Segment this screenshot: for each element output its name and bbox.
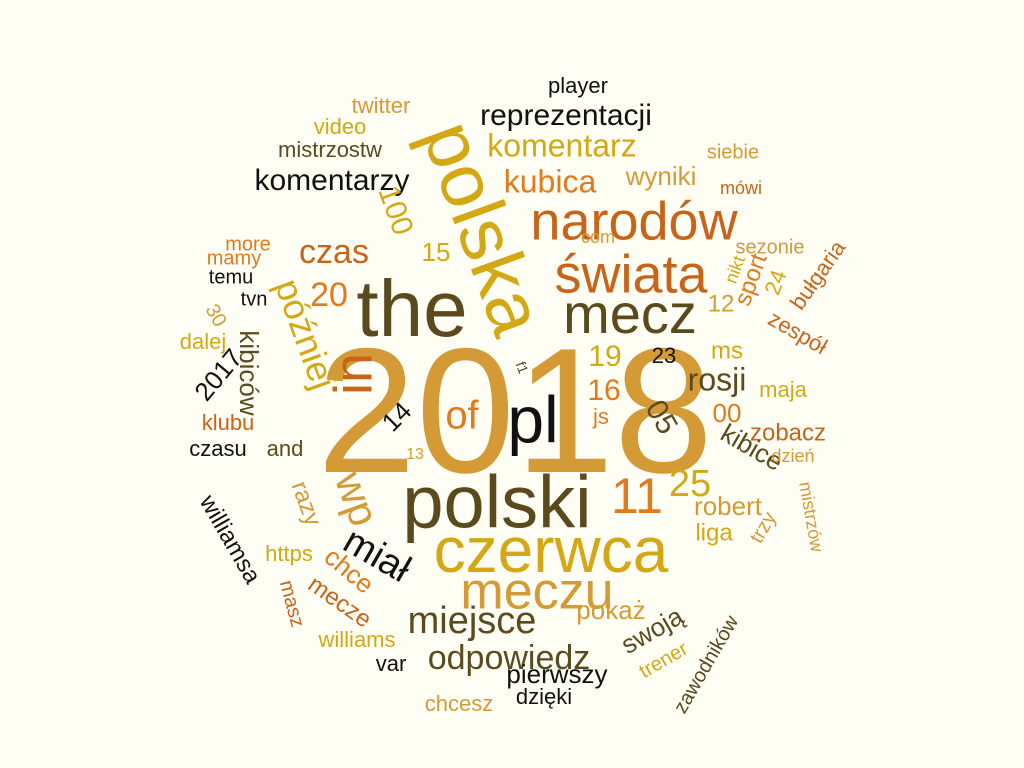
cloud-word: ms [711,337,743,364]
cloud-word: twitter [352,93,411,118]
cloud-word: miejsce [408,600,537,642]
cloud-word: and [267,436,304,461]
cloud-word: com [581,227,615,247]
cloud-word: pierwszy [506,659,607,689]
cloud-word: dzień [771,446,814,466]
cloud-word: 25 [669,463,711,505]
cloud-word: zobacz [750,419,826,446]
cloud-word: klubu [202,410,255,435]
cloud-word: more [225,233,271,255]
cloud-word: tvn [241,288,268,310]
cloud-word: meczu [460,563,613,621]
cloud-word: narodów [530,191,738,251]
cloud-word: reprezentacji [480,99,652,132]
cloud-word: 30 [201,301,231,331]
cloud-word: 15 [422,237,451,267]
cloud-word: dalej [180,329,226,354]
cloud-word: odpowiedz [428,639,591,677]
cloud-word: czasu [189,436,246,461]
cloud-word: of [445,394,479,438]
cloud-word: 23 [652,343,676,368]
cloud-word: robert [694,491,763,521]
cloud-word: in [323,353,383,395]
cloud-word: siebie [707,141,759,163]
cloud-word: kibiców [234,330,264,415]
cloud-word: chcesz [425,691,493,716]
cloud-word: 16 [587,374,620,407]
cloud-word: video [314,114,367,139]
cloud-word: williams [318,627,396,652]
cloud-word: dzięki [516,684,572,709]
cloud-word: sezonie [736,236,805,258]
cloud-word: mistrzostw [278,137,382,162]
cloud-word: rosji [688,361,747,397]
cloud-word: liga [695,519,733,546]
cloud-word: https [265,541,313,566]
cloud-word: 2018 [317,311,713,510]
cloud-word: f1 [513,359,532,376]
cloud-word: mistrzów [795,480,827,554]
cloud-word: var [376,651,407,676]
cloud-word: mecz [563,282,697,345]
cloud-word: wyniki [625,161,697,191]
cloud-word: williamsa [193,490,266,589]
cloud-word: 100 [371,181,419,239]
cloud-word: czas [299,233,369,271]
cloud-word: pl [507,382,558,456]
cloud-word: kubica [504,163,597,199]
cloud-word: player [548,73,608,98]
cloud-word: js [592,404,609,429]
cloud-word: polski [402,461,591,544]
cloud-word: mówi [720,178,762,198]
cloud-word: 20 [310,276,348,314]
cloud-word: 12 [708,290,735,317]
cloud-word: komentarzy [254,164,409,197]
cloud-word: maja [759,377,807,402]
cloud-word: 11 [611,468,663,524]
cloud-word: masz [275,578,309,630]
cloud-word: pokaż [576,595,645,625]
cloud-word: 13 [406,446,424,463]
cloud-word: komentarz [487,127,636,163]
cloud-word: czerwca [434,514,669,586]
cloud-word: 19 [588,340,621,373]
cloud-word: zespół [764,306,832,360]
cloud-word: świata [554,244,708,304]
cloud-word: the [356,264,467,353]
cloud-word: mamy [207,247,261,269]
cloud-word: 00 [713,398,742,428]
cloud-word: temu [209,266,253,288]
